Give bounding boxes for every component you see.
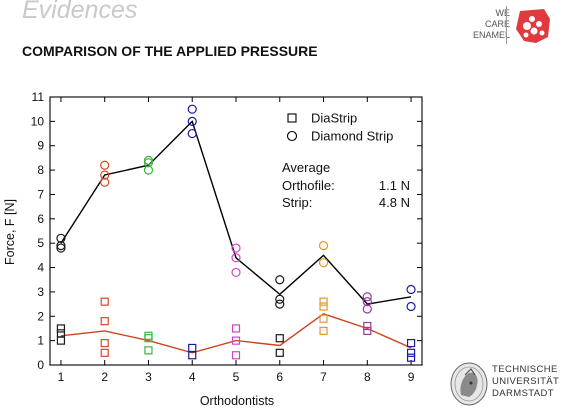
x-tick-label: 7 [320,370,327,384]
x-tick-label: 1 [58,370,65,384]
diastrip-point [319,302,328,311]
diamond-strip-point [56,233,66,243]
brand-line: ENAMEL [472,30,510,40]
y-tick-label: 8 [37,163,44,177]
diamond-strip-point [406,284,416,295]
diamond-strip-point [100,170,110,180]
diamond-strip-point [231,253,241,263]
x-tick-label: 2 [101,370,108,384]
x-tick-label: 5 [233,370,240,384]
diastrip-point [319,297,328,306]
diastrip-point [56,324,66,333]
average-title: Average [282,160,330,175]
diamond-strip-point [100,177,110,187]
y-tick-label: 9 [37,139,44,153]
brand-line: CARE [484,19,510,29]
diamond-strip-point [56,241,66,251]
diamond-strip-point [362,304,372,314]
university-line: UNIVERSITÄT [492,376,560,387]
diamond-strip-point [318,258,329,268]
diamond-strip-point [275,275,285,285]
legend-label: Diamond Strip [311,129,393,144]
diamond-strip-point [362,297,372,307]
y-axis-label: Force, F [N] [3,199,17,265]
diastrip-point [56,329,66,338]
y-tick-label: 6 [37,212,44,226]
diastrip-mean-line [60,313,412,354]
enamel-logo-icon [516,9,550,43]
diastrip-point [275,348,284,357]
diamond-strip-point [231,267,241,278]
diamond-strip-mean-line [60,120,412,305]
y-tick-label: 7 [37,187,44,201]
x-axis-label: Orthodontists [200,394,274,408]
diamond-strip-point [187,116,197,126]
x-tick-label: 8 [364,370,371,384]
brand-divider [506,6,507,44]
athena-seal-icon [450,362,488,406]
average-row-label: Strip: [282,195,312,210]
diastrip-point [144,331,153,340]
legend-label: DiaStrip [311,111,357,126]
y-tick-label: 1 [37,334,44,348]
diastrip-point [406,348,416,357]
diastrip-point [319,314,328,323]
diamond-strip-point [56,243,66,253]
diastrip-point [100,297,109,306]
x-tick-label: 4 [189,370,196,384]
y-tick-label: 2 [37,309,44,323]
diamond-strip-point [362,292,372,302]
diastrip-point [144,346,153,355]
x-tick-label: 9 [408,370,415,384]
diastrip-point [231,351,241,360]
diamond-strip-point [143,158,154,168]
diastrip-point [363,326,372,335]
diamond-strip-point [100,160,110,170]
x-tick-label: 3 [145,370,152,384]
diastrip-point [406,338,416,348]
diamond-strip-point [187,104,197,114]
legend-square-marker [287,113,297,123]
y-tick-label: 10 [31,114,45,128]
section-title: Evidences [22,0,138,24]
x-tick-label: 6 [276,370,283,384]
y-tick-label: 11 [32,90,45,104]
average-row-value: 1.1 N [379,178,410,193]
legend-circle-marker [286,130,298,142]
diastrip-point [188,343,197,353]
university-name: TECHNISCHE UNIVERSITÄT DARMSTADT [492,364,559,400]
university-line: TECHNISCHE [492,364,558,375]
diastrip-point [231,336,241,345]
y-tick-label: 0 [37,358,44,372]
diastrip-point [56,336,66,345]
diamond-strip-point [406,301,416,312]
average-row-value: 4.8 N [379,195,410,210]
diamond-strip-point [275,294,285,304]
y-tick-label: 4 [37,261,44,275]
brand-line: WE [495,8,511,18]
diastrip-point [100,317,109,326]
diastrip-point [100,348,109,357]
diastrip-point [406,353,416,362]
diamond-strip-point [143,155,154,165]
y-tick-label: 5 [37,236,44,250]
brand-wordmark: WE CARE ENAMEL [440,8,510,41]
diamond-strip-point [275,299,285,309]
diastrip-point [231,324,241,333]
diastrip-point [100,338,109,348]
average-row-label: Orthofile: [282,178,335,193]
diastrip-point [363,321,372,331]
diastrip-point [319,326,328,335]
diastrip-point [275,334,284,343]
diamond-strip-point [231,243,241,253]
diamond-strip-point [318,241,329,251]
diamond-strip-point [143,165,154,175]
y-tick-label: 3 [37,285,44,299]
diamond-strip-point [187,128,197,139]
university-line: DARMSTADT [492,388,555,399]
slide-title: COMPARISON OF THE APPLIED PRESSURE [22,43,318,59]
